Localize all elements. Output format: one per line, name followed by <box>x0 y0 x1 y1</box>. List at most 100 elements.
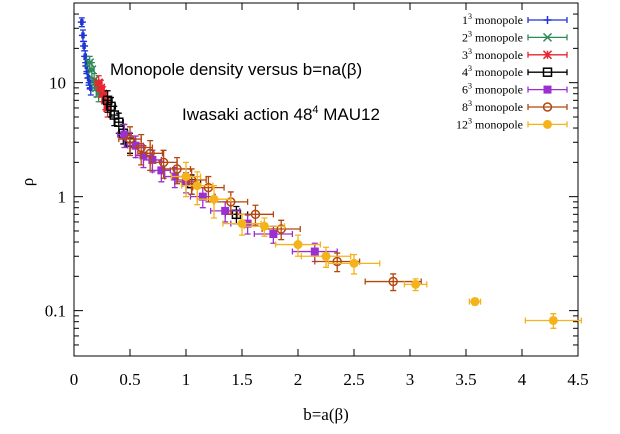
data-point <box>470 297 480 307</box>
legend-line <box>527 104 568 110</box>
legend-label-base: 1 <box>462 13 468 27</box>
y-tick-label: 0.1 <box>45 302 66 321</box>
legend-label-suffix: monopole <box>472 30 523 44</box>
legend-label-sup: 3 <box>468 29 472 38</box>
y-tick-label: 10 <box>49 74 66 93</box>
legend-label-suffix: monopole <box>472 117 523 131</box>
data-point <box>98 89 108 99</box>
y-tick-label: 1 <box>58 188 67 207</box>
axis-ticks: 0 0.5 1 1.5 2 2.5 3 3.5 4 4.5 0.1 1 10 <box>45 2 589 389</box>
data-point <box>136 142 146 153</box>
legend-label-suffix: monopole <box>472 65 523 79</box>
legend-label: 123 monopole <box>456 116 523 131</box>
x-tick-label: 3.5 <box>455 370 476 389</box>
legend-marker <box>542 102 553 112</box>
data-point <box>548 315 558 325</box>
data-point <box>145 148 155 159</box>
legend-entry: 43 monopole <box>462 64 568 79</box>
data-point <box>148 155 157 164</box>
data-point <box>321 251 331 261</box>
legend-label-base: 6 <box>462 83 468 97</box>
legend-label-base: 4 <box>462 65 468 79</box>
data-point <box>349 258 359 268</box>
data-point <box>157 166 166 175</box>
legend-label-sup: 3 <box>468 82 472 91</box>
data-point <box>221 206 230 215</box>
legend-entry: 63 monopole <box>462 82 568 97</box>
legend-label-suffix: monopole <box>472 100 523 114</box>
error-bar <box>176 168 207 195</box>
legend-entry: 13 monopole <box>462 12 568 27</box>
error-bar <box>129 133 154 166</box>
data-point <box>259 221 269 231</box>
legend-entry: 33 monopole <box>462 47 568 62</box>
legend-marker <box>542 67 553 77</box>
plot-frame <box>73 2 579 357</box>
x-tick-label: 1 <box>182 370 191 389</box>
legend-label: 43 monopole <box>462 64 523 79</box>
legend-label: 63 monopole <box>462 82 523 97</box>
data-point <box>139 151 148 160</box>
annotation-action-tail: MAU12 <box>319 105 380 124</box>
annotation-action-sup: 4 <box>312 104 318 116</box>
error-bar <box>314 252 361 273</box>
legend-label-sup: 3 <box>468 64 472 73</box>
legend-label-suffix: monopole <box>472 13 523 27</box>
data-point <box>310 247 319 256</box>
x-tick-label: 4.5 <box>567 370 588 389</box>
data-point <box>172 164 182 174</box>
data-point <box>80 41 89 50</box>
data-point <box>293 240 303 250</box>
legend-marker <box>542 50 553 60</box>
data-point <box>388 276 398 287</box>
data-point <box>332 256 342 267</box>
legend-entry: 83 monopole <box>462 99 568 114</box>
data-point <box>181 172 191 182</box>
data-point <box>96 83 106 93</box>
legend-label-base: 12 <box>456 117 468 131</box>
annotation-title: Monopole density versus b=na(β) <box>110 60 362 79</box>
data-point <box>94 78 104 88</box>
data-point <box>114 117 124 127</box>
legend-label: 33 monopole <box>462 47 523 62</box>
data-point <box>198 192 207 201</box>
series-12-monopole <box>170 161 583 329</box>
legend-label-sup: 3 <box>468 47 472 56</box>
data-point <box>209 194 219 204</box>
data-points <box>77 17 583 329</box>
legend-label: 83 monopole <box>462 99 523 114</box>
x-tick-label: 2 <box>294 370 303 389</box>
legend-marker <box>543 119 552 129</box>
error-bar <box>137 139 164 172</box>
error-bar <box>261 219 301 241</box>
legend-label: 13 monopole <box>462 12 523 27</box>
legend-label-base: 8 <box>462 100 468 114</box>
data-point <box>250 209 261 220</box>
x-axis-label: b=a(β) <box>303 405 349 424</box>
annotation-action-text: Iwasaki action 48 <box>182 105 312 124</box>
legend-label-sup: 3 <box>468 99 472 108</box>
legend-marker <box>543 85 552 94</box>
data-point <box>77 18 86 27</box>
error-bar <box>364 273 422 292</box>
legend-marker <box>542 32 553 42</box>
legend-entry: 123 monopole <box>456 116 568 131</box>
data-point <box>87 65 97 75</box>
data-point <box>125 134 135 144</box>
error-bar <box>236 204 275 227</box>
legend-marker <box>543 16 552 24</box>
x-tick-label: 1.5 <box>231 370 252 389</box>
legend-label-suffix: monopole <box>472 83 523 97</box>
legend-line <box>527 69 568 76</box>
legend-label-suffix: monopole <box>472 48 523 62</box>
data-point <box>131 141 140 150</box>
data-point <box>411 279 421 289</box>
x-tick-label: 3 <box>406 370 415 389</box>
annotation-action: Iwasaki action 484 MAU12 <box>182 104 380 124</box>
data-point <box>120 130 129 139</box>
y-axis-label: ρ <box>18 178 37 186</box>
x-tick-label: 2.5 <box>343 370 364 389</box>
data-point <box>78 31 87 40</box>
